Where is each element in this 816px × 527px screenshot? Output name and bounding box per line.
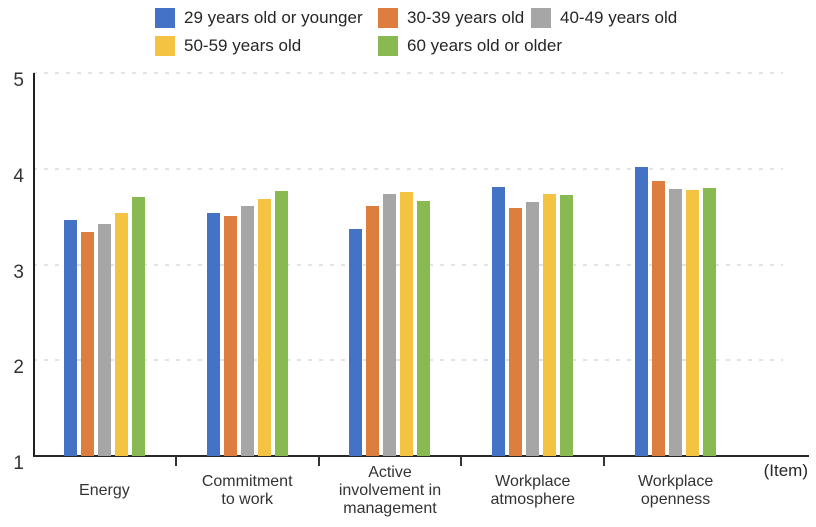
- legend-label: 29 years old or younger: [184, 8, 363, 27]
- bar: [223, 215, 237, 456]
- bar: [635, 166, 649, 456]
- bar: [80, 231, 94, 456]
- bar: [366, 206, 380, 456]
- bar-group: [33, 73, 176, 456]
- legend-swatch: [378, 8, 398, 28]
- bar: [417, 201, 431, 456]
- y-tick-label: 3: [13, 261, 24, 283]
- bar: [560, 194, 574, 456]
- bar: [206, 212, 220, 456]
- bar: [274, 190, 288, 456]
- bar: [240, 206, 254, 456]
- y-tick-label: 2: [13, 357, 24, 379]
- y-tick-label: 1: [13, 453, 24, 474]
- legend-swatch: [531, 8, 551, 28]
- bar: [400, 191, 414, 456]
- bar: [63, 219, 77, 456]
- bar: [543, 193, 557, 456]
- bar: [669, 188, 683, 456]
- bar: [97, 224, 111, 456]
- y-tick-label: 5: [13, 70, 24, 91]
- bar: [703, 187, 717, 456]
- legend-label: 50-59 years old: [184, 36, 302, 55]
- bar-groups: [33, 73, 747, 456]
- bar: [509, 208, 523, 456]
- legend-label: 40-49 years old: [560, 8, 678, 27]
- legend-label: 60 years old or older: [407, 36, 562, 55]
- bar: [349, 229, 363, 456]
- bar: [131, 197, 145, 456]
- bar: [652, 181, 666, 456]
- x-axis-line: [33, 455, 809, 457]
- legend-swatch: [155, 8, 175, 28]
- bar-group: [176, 73, 319, 456]
- x-tick-mark: [460, 456, 463, 466]
- x-tick-mark: [603, 456, 606, 466]
- plot-area: [33, 73, 747, 466]
- bar: [383, 193, 397, 456]
- bar: [492, 186, 506, 456]
- legend-item: 29 years old or younger: [155, 8, 363, 28]
- legend-swatch: [378, 36, 398, 56]
- category-label: Energy: [79, 482, 130, 499]
- legend-item: 50-59 years old: [155, 36, 301, 56]
- item-axis-label: (Item): [763, 461, 808, 480]
- category-labels: Energy Commitment to work Active involveme…: [33, 460, 747, 522]
- y-axis-line: [33, 73, 35, 457]
- x-tick-mark: [174, 456, 177, 466]
- y-tick-label: 4: [13, 165, 24, 187]
- bar: [257, 199, 271, 456]
- legend-item: 60 years old or older: [378, 36, 562, 56]
- legend-label: 30-39 years old: [407, 8, 525, 27]
- category-label: Workplace openness: [637, 473, 714, 508]
- bar: [686, 189, 700, 456]
- bar-group: [319, 73, 462, 456]
- x-tick-mark: [317, 456, 320, 466]
- category-label: Workplace atmosphere: [490, 473, 576, 508]
- legend-item: 40-49 years old: [531, 8, 677, 28]
- legend-swatch: [155, 36, 175, 56]
- category-label: Commitment to work: [201, 473, 293, 508]
- bar: [114, 212, 128, 456]
- bar: [526, 202, 540, 456]
- legend-item: 30-39 years old: [378, 8, 524, 28]
- category-label: Active involvement in management: [338, 464, 442, 517]
- bar-group: [604, 73, 747, 456]
- bar-group: [461, 73, 604, 456]
